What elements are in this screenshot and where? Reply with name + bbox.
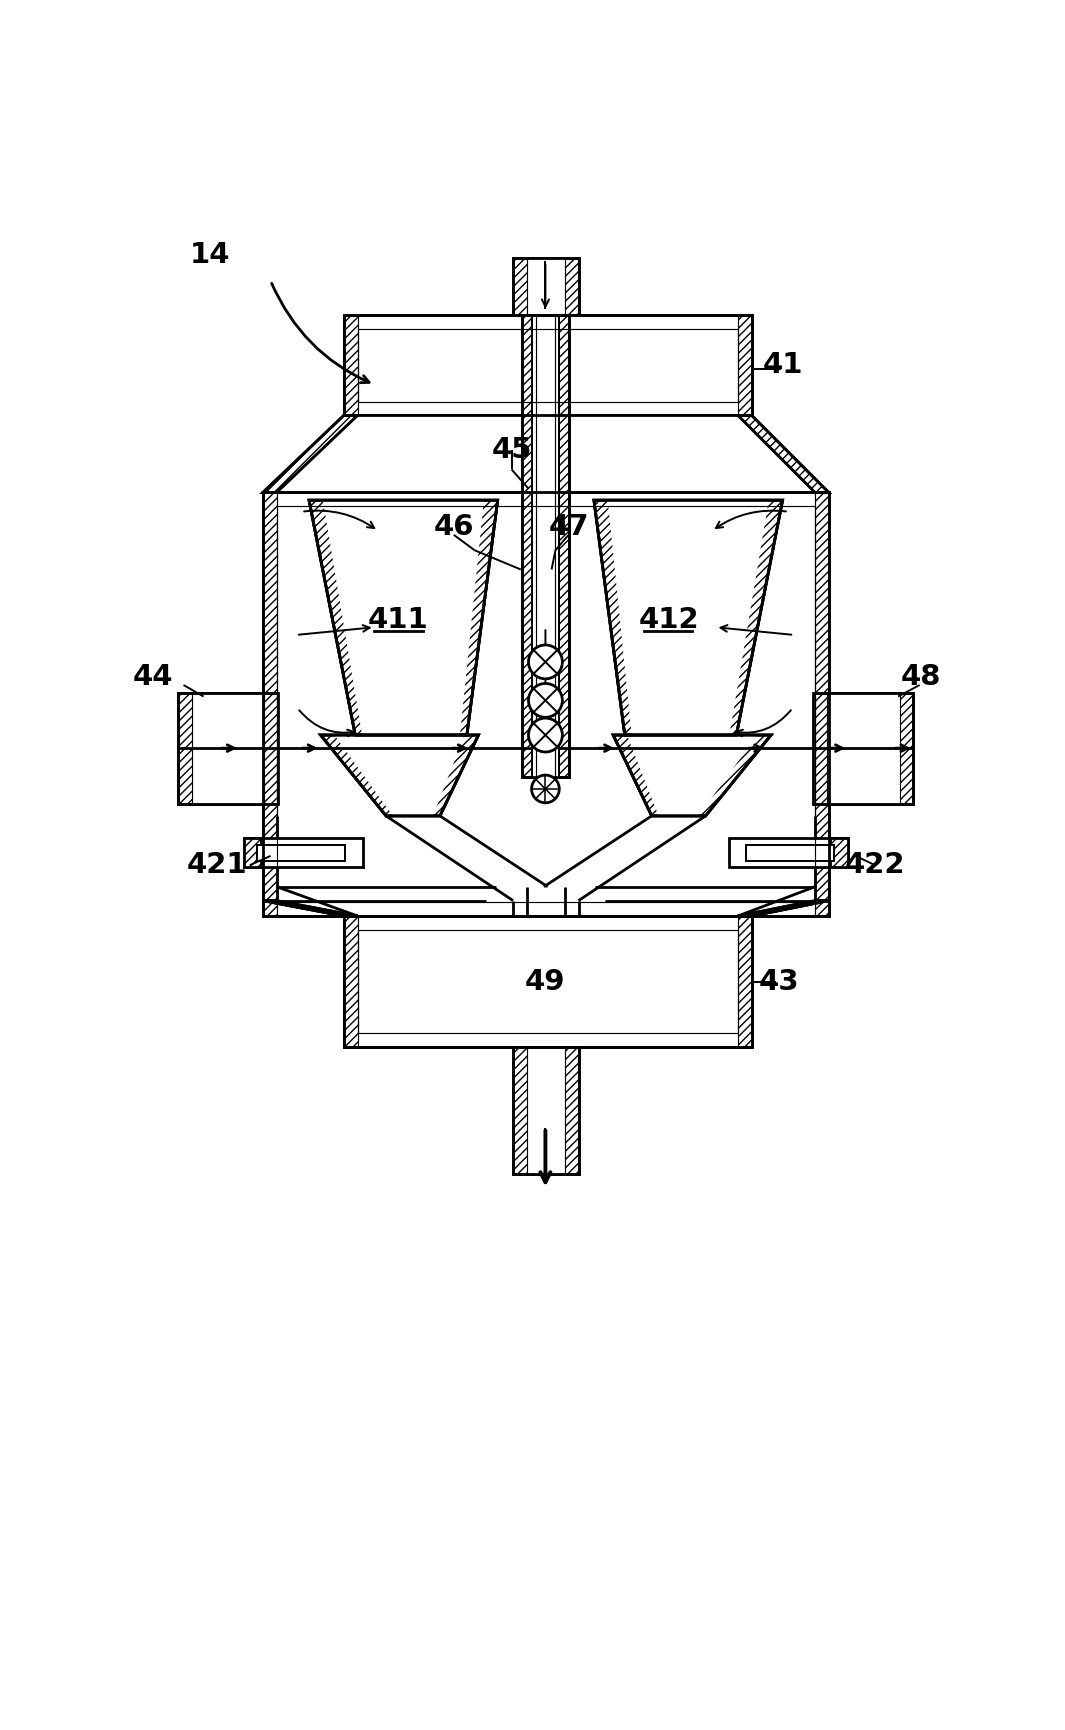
Bar [513, 1047, 578, 1175]
Bar [178, 692, 278, 804]
Polygon shape [738, 901, 829, 915]
Bar [258, 846, 345, 860]
Bar [263, 493, 829, 915]
Bar [814, 692, 914, 804]
Bar [344, 315, 752, 415]
Polygon shape [334, 735, 464, 817]
Polygon shape [608, 500, 769, 735]
Polygon shape [309, 500, 497, 735]
Bar [178, 692, 278, 804]
Bar [527, 258, 564, 315]
Text: 41: 41 [763, 351, 803, 379]
Text: 45: 45 [491, 436, 531, 464]
Bar [828, 692, 900, 804]
Text: 48: 48 [901, 663, 941, 692]
Polygon shape [627, 735, 757, 817]
Bar [831, 839, 848, 867]
Bar [244, 839, 261, 867]
Bar [277, 493, 815, 915]
Text: 411: 411 [367, 606, 428, 633]
Circle shape [528, 645, 562, 678]
Bar [358, 329, 738, 401]
Bar [513, 258, 578, 315]
Text: 49: 49 [525, 969, 566, 996]
Bar [344, 915, 752, 1047]
Circle shape [531, 775, 559, 803]
Bar [358, 315, 738, 415]
Polygon shape [738, 415, 829, 493]
Bar [358, 315, 738, 415]
Bar [527, 1047, 564, 1175]
Bar [277, 507, 815, 901]
Polygon shape [263, 415, 358, 493]
Bar [828, 692, 900, 804]
Bar [263, 493, 829, 915]
Bar [358, 329, 738, 401]
Polygon shape [594, 500, 783, 735]
Bar [814, 692, 914, 804]
Bar [747, 846, 834, 860]
Bar [244, 839, 363, 867]
Bar [344, 915, 752, 1047]
Bar [344, 315, 752, 415]
Circle shape [528, 718, 562, 753]
Bar [192, 692, 264, 804]
Bar [522, 315, 569, 777]
Text: 46: 46 [433, 514, 474, 541]
Text: 43: 43 [758, 969, 799, 996]
Text: 47: 47 [548, 514, 589, 541]
Bar [358, 929, 738, 1033]
Bar [277, 507, 815, 901]
Bar [358, 915, 738, 1047]
Text: 422: 422 [845, 851, 905, 879]
Text: 14: 14 [191, 242, 231, 270]
Text: 421: 421 [186, 851, 247, 879]
Bar [536, 315, 555, 777]
Polygon shape [608, 500, 769, 735]
Bar [263, 493, 829, 915]
Polygon shape [323, 500, 484, 735]
Bar [527, 258, 564, 315]
Bar [344, 315, 752, 415]
Polygon shape [277, 415, 815, 493]
Bar [277, 493, 815, 915]
Polygon shape [613, 735, 771, 817]
Text: 44: 44 [132, 663, 173, 692]
Bar [728, 839, 848, 867]
Bar [532, 315, 558, 777]
Bar [192, 692, 264, 804]
Bar [513, 258, 578, 315]
Polygon shape [321, 735, 478, 817]
Bar [358, 915, 738, 1047]
Bar [522, 315, 569, 777]
Polygon shape [263, 901, 358, 915]
Bar [513, 1047, 578, 1175]
Polygon shape [323, 500, 484, 735]
Bar [527, 1047, 564, 1175]
Bar [358, 929, 738, 1033]
Bar [536, 315, 555, 777]
Circle shape [528, 683, 562, 718]
Text: 412: 412 [638, 606, 699, 633]
Bar [344, 915, 752, 1047]
